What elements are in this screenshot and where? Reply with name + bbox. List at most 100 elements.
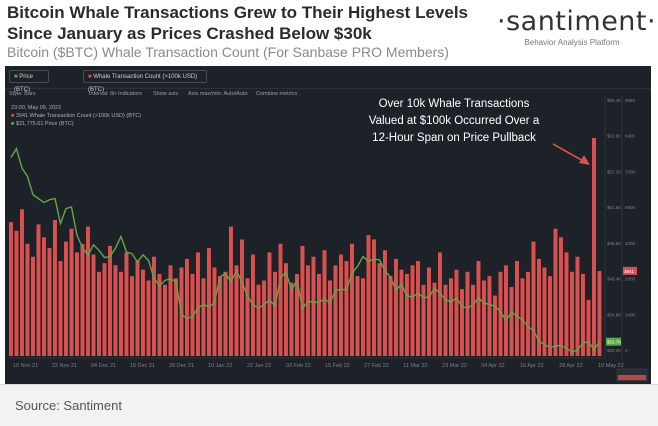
footer: Source: Santiment bbox=[0, 384, 658, 426]
whale-swatch-icon: ■ bbox=[88, 74, 92, 80]
x-tick-label: 22 Nov 21 bbox=[52, 363, 77, 369]
whale-bar bbox=[564, 252, 569, 356]
indicators-button[interactable]: Indicators bbox=[118, 91, 142, 97]
x-tick-label: 27 Feb 22 bbox=[364, 363, 389, 369]
y-right-tick-label: 0 bbox=[625, 348, 628, 353]
axis-max-min-selector[interactable]: Axis max/min: Auto/Auto bbox=[188, 91, 248, 97]
whale-bar bbox=[405, 273, 409, 356]
whale-bar bbox=[306, 265, 310, 356]
combine-metrics-button[interactable]: Combine metrics bbox=[256, 91, 298, 97]
x-tick-label: 22 Jan 22 bbox=[247, 363, 271, 369]
whale-bar bbox=[163, 284, 167, 356]
x-tick-label: 15 Feb 22 bbox=[325, 363, 350, 369]
whale-bar bbox=[526, 271, 530, 356]
whale-bar bbox=[157, 273, 162, 356]
whale-bar bbox=[36, 224, 41, 356]
whale-bar bbox=[421, 284, 426, 356]
range-navigator-fill bbox=[618, 375, 646, 380]
style-selector[interactable]: Style: Bars bbox=[9, 91, 36, 97]
article-title: Bitcoin Whale Transactions Grew to Their… bbox=[7, 3, 468, 43]
whale-bar bbox=[339, 254, 343, 356]
whale-bar bbox=[504, 265, 508, 356]
y-right-tick-label: 4200 bbox=[625, 241, 636, 246]
whale-bar bbox=[432, 282, 437, 356]
whale-bar bbox=[86, 226, 90, 356]
header: Bitcoin Whale Transactions Grew to Their… bbox=[0, 0, 658, 66]
x-tick-label: 10 May 22 bbox=[598, 363, 624, 369]
whale-bar bbox=[592, 138, 596, 356]
santiment-logo: ·santiment· Behavior Analysis Platform bbox=[497, 6, 656, 47]
whale-bar bbox=[141, 269, 145, 356]
metric-chip-price[interactable]: ■ Price (BTC) bbox=[9, 70, 49, 93]
annotation-text: Over 10k Whale Transactions Valued at $1… bbox=[357, 96, 551, 147]
x-tick-label: 16 Apr 22 bbox=[520, 363, 544, 369]
y-left-tick-label: $46.0K bbox=[607, 241, 621, 246]
legend-whale-label: Whale Transaction Count (>100k USD) (BTC… bbox=[29, 113, 142, 119]
source-credit: Source: Santiment bbox=[15, 398, 122, 413]
whale-bar bbox=[586, 299, 591, 356]
legend-price-label: Price (BTC) bbox=[44, 121, 74, 127]
y-left-tick-label: $57.2K bbox=[607, 169, 621, 174]
whale-bar bbox=[234, 265, 239, 356]
legend-price-swatch-icon: ■ bbox=[11, 121, 15, 127]
hover-legend: 23:00, May 09, 2022 ■ 3941 Whale Transac… bbox=[11, 104, 141, 128]
whale-bar bbox=[509, 286, 514, 356]
whale-bar bbox=[256, 284, 261, 356]
whale-bar bbox=[355, 276, 360, 356]
chart-panel: ■ Price (BTC) ■ Whale Transaction Count … bbox=[5, 66, 651, 384]
price-line-group bbox=[10, 146, 601, 353]
whale-bar bbox=[212, 267, 217, 356]
whale-bar bbox=[515, 261, 519, 356]
whale-bar bbox=[146, 280, 151, 356]
x-tick-label: 10 Nov 21 bbox=[13, 363, 38, 369]
metric-chip-whale[interactable]: ■ Whale Transaction Count (>100k USD) (B… bbox=[83, 70, 207, 93]
metric-chip-price-label: Price (BTC) bbox=[14, 74, 33, 93]
whale-bar bbox=[58, 261, 63, 356]
whale-bar bbox=[53, 220, 57, 356]
annotation-line-1: Over 10k Whale Transactions bbox=[378, 98, 530, 110]
whale-bar bbox=[427, 267, 431, 356]
price-swatch-icon: ■ bbox=[14, 74, 18, 80]
whale-bar bbox=[25, 243, 30, 356]
whale-bars bbox=[9, 138, 602, 356]
whale-bar bbox=[476, 261, 481, 356]
whale-bar bbox=[135, 261, 140, 356]
whale-bar bbox=[124, 252, 129, 356]
whale-bar bbox=[47, 248, 52, 356]
whale-bar bbox=[394, 258, 398, 356]
y-axes: $68.4K $62.8K $57.2K $51.6K $46.0K $40.4K $34.… bbox=[604, 96, 648, 382]
whale-bar bbox=[438, 252, 442, 356]
x-tick-label: 28 Apr 22 bbox=[559, 363, 583, 369]
whale-bar bbox=[20, 209, 24, 356]
whale-bar bbox=[377, 263, 382, 356]
whale-bar bbox=[449, 278, 453, 356]
whale-bar bbox=[399, 269, 404, 356]
y-right-tick-label: 2800 bbox=[625, 277, 636, 282]
y-right-tick-label: 8400 bbox=[625, 134, 636, 139]
legend-date: 23:00, May 09, 2022 bbox=[11, 105, 62, 111]
whale-bar bbox=[328, 280, 332, 356]
y-right-tick-label: 5600 bbox=[625, 205, 636, 210]
price-current-marker bbox=[606, 337, 621, 346]
whale-bar bbox=[416, 261, 420, 356]
annotation-line-2: Valued at $100k Occurred Over a bbox=[368, 115, 540, 127]
whale-bar bbox=[69, 228, 74, 356]
whale-bar bbox=[498, 271, 503, 356]
annotation-arrow-head bbox=[579, 155, 590, 165]
brand-tagline: Behavior Analysis Platform bbox=[524, 38, 620, 47]
whale-bar bbox=[152, 256, 156, 356]
whale-bar bbox=[322, 250, 327, 356]
whale-bar bbox=[245, 278, 250, 356]
x-tick-label: 28 Dec 21 bbox=[169, 363, 194, 369]
whale-bar bbox=[108, 245, 112, 356]
whale-bar bbox=[410, 265, 415, 356]
whale-bar bbox=[295, 273, 299, 356]
whale-bar bbox=[443, 284, 448, 356]
whale-bar bbox=[344, 261, 349, 356]
price-line bbox=[10, 146, 601, 353]
legend-price-row: ■ $31,775.61 Price (BTC) bbox=[11, 120, 141, 128]
interval-selector[interactable]: Interval: 6h bbox=[89, 91, 117, 97]
whale-bar bbox=[311, 256, 316, 356]
whale-current-marker bbox=[623, 266, 637, 275]
show-axis-toggle[interactable]: Show axis bbox=[153, 91, 179, 97]
